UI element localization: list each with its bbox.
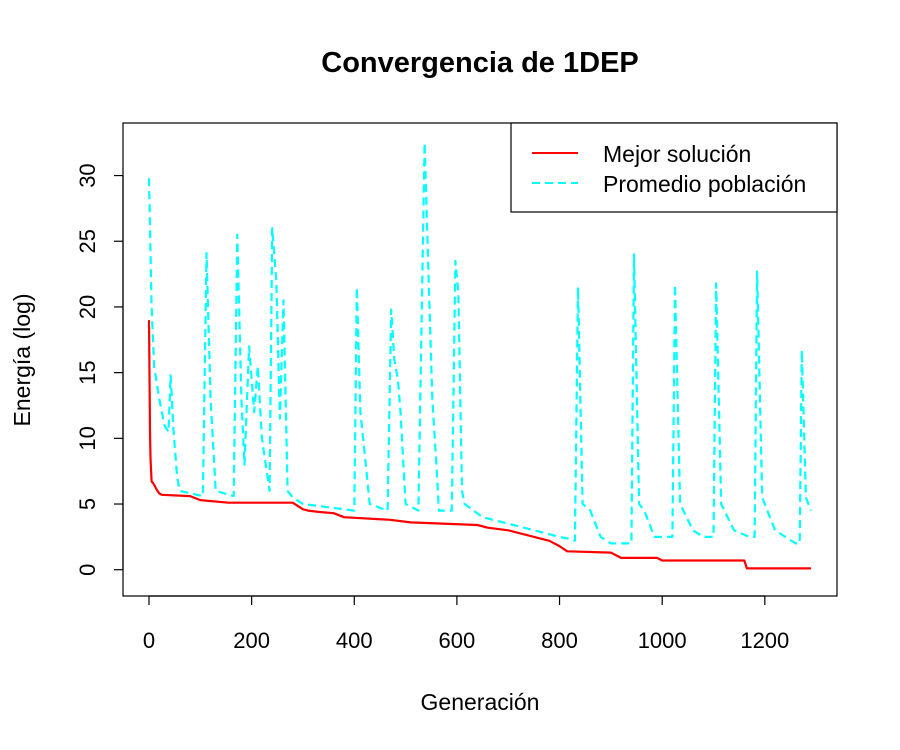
legend-label-average: Promedio población xyxy=(603,171,806,197)
x-tick-label: 1000 xyxy=(638,628,687,653)
y-tick-label: 0 xyxy=(75,564,100,576)
x-axis: 0 200 400 600 800 1000 1200 xyxy=(143,595,789,653)
y-tick-label: 15 xyxy=(75,360,100,384)
y-tick-label: 5 xyxy=(75,498,100,510)
y-tick-label: 30 xyxy=(75,163,100,187)
series-line-average xyxy=(147,141,813,545)
y-axis: 0 5 10 15 20 25 30 xyxy=(75,163,124,576)
y-tick-label: 25 xyxy=(75,229,100,253)
series-line-best xyxy=(147,320,811,570)
x-axis-label: Generación xyxy=(421,689,540,715)
x-tick-label: 200 xyxy=(233,628,270,653)
x-tick-label: 0 xyxy=(143,628,155,653)
legend-label-best: Mejor solución xyxy=(603,141,751,167)
series-layer xyxy=(147,141,813,570)
y-tick-label: 10 xyxy=(75,426,100,450)
chart-title: Convergencia de 1DEP xyxy=(321,47,639,79)
x-tick-label: 400 xyxy=(336,628,373,653)
legend: Mejor solución Promedio población xyxy=(510,122,838,213)
y-axis-label: Energía (log) xyxy=(9,294,35,427)
x-tick-label: 800 xyxy=(541,628,578,653)
legend-box xyxy=(510,122,838,213)
y-tick-label: 20 xyxy=(75,295,100,319)
x-tick-label: 1200 xyxy=(740,628,789,653)
x-tick-label: 600 xyxy=(439,628,476,653)
